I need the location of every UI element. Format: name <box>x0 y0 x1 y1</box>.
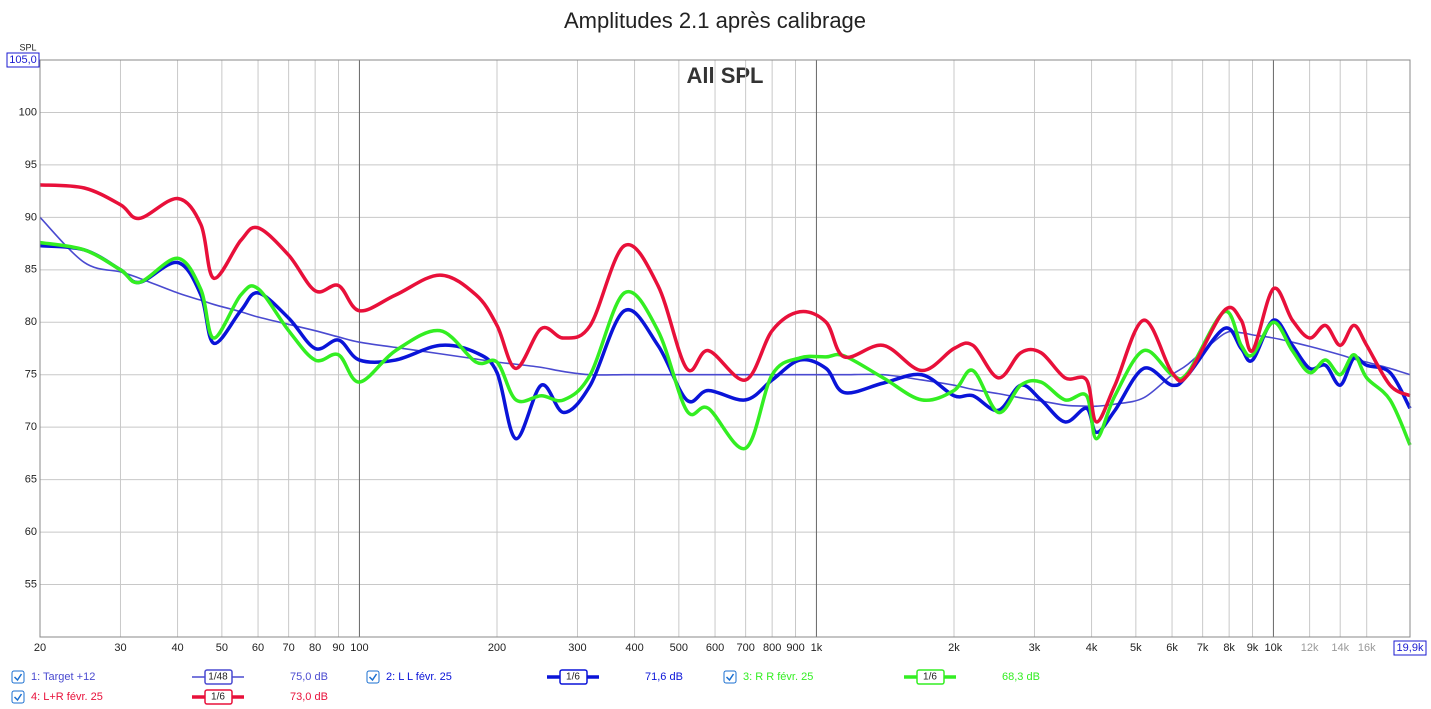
x-tick-label: 70 <box>283 642 295 654</box>
annotation: All SPL <box>686 63 763 88</box>
smoothing-box[interactable] <box>204 689 233 705</box>
tick-labels: 55 60 65 70 75 80 85 90 95 100 105,0 20 30 40 50 60 70 80… <box>6 52 1427 656</box>
smoothing-label: 1/6 <box>566 672 580 683</box>
smoothing-label: 1/6 <box>923 672 937 683</box>
legend-readout: 68,3 dB <box>1002 671 1040 683</box>
limit-box <box>6 52 40 68</box>
x-tick-label: 6k <box>1166 642 1178 654</box>
x-tick-label: 90 <box>332 642 344 654</box>
legend-checkbox[interactable] <box>723 670 737 684</box>
checkmark <box>368 673 378 682</box>
x-tick-label: 2k <box>948 642 960 654</box>
smoothing-label: 1/48 <box>208 672 228 683</box>
x-tick-label: 700 <box>736 642 754 654</box>
smoothing-label: 1/6 <box>211 692 225 703</box>
legend-name: 3: R R févr. 25 <box>743 671 813 683</box>
legend-checkbox[interactable] <box>11 690 25 704</box>
x-tick-label: 500 <box>670 642 688 654</box>
checkmark <box>725 673 735 682</box>
legend-checkbox[interactable] <box>11 670 25 684</box>
series-line <box>39 243 1412 441</box>
y-tick-label: 95 <box>25 159 37 171</box>
legend-readout: 71,6 dB <box>645 671 683 683</box>
legend-readout: 75,0 dB <box>290 671 328 683</box>
series-line <box>39 240 1412 451</box>
y-axis-label: SPL <box>19 42 36 52</box>
x-tick-label: 10k <box>1265 642 1283 654</box>
legend: 1: Target +12 1/48 75,0 dB 2: L L févr. 25 1… <box>11 669 1040 705</box>
x-tick-label: 300 <box>568 642 586 654</box>
y-tick-label: 65 <box>25 474 37 486</box>
x-tick-label: 20 <box>34 642 46 654</box>
x-tick-label: 1k <box>811 642 823 654</box>
x-tick-label: 8k <box>1223 642 1235 654</box>
limit-box <box>1393 640 1427 656</box>
x-tick-label: 800 <box>763 642 781 654</box>
legend-name: 4: L+R févr. 25 <box>31 691 103 703</box>
x-tick-label: 14k <box>1331 642 1349 654</box>
x-tick-label: 7k <box>1197 642 1209 654</box>
x-tick-label: 400 <box>625 642 643 654</box>
checkmark <box>13 693 23 702</box>
legend-name: 1: Target +12 <box>31 671 95 683</box>
x-tick-label: 50 <box>216 642 228 654</box>
legend-name: 2: L L févr. 25 <box>386 671 452 683</box>
x-tick-label: 60 <box>252 642 264 654</box>
y-tick-label: 55 <box>25 578 37 590</box>
x-tick-label: 4k <box>1086 642 1098 654</box>
smoothing-box[interactable] <box>916 669 945 685</box>
x-tick-label: 12k <box>1301 642 1319 654</box>
plot-lines <box>39 183 1412 451</box>
series-line <box>39 216 1411 408</box>
x-tick-label: 9k <box>1247 642 1259 654</box>
x-tick-label: 5k <box>1130 642 1142 654</box>
x-tick-label: 200 <box>488 642 506 654</box>
y-tick-label: 75 <box>25 369 37 381</box>
legend-checkbox[interactable] <box>366 670 380 684</box>
checkmark <box>13 673 23 682</box>
series-line <box>39 183 1411 424</box>
x-tick-label: 16k <box>1358 642 1376 654</box>
y-tick-label: 85 <box>25 264 37 276</box>
smoothing-box[interactable] <box>559 669 588 685</box>
x-tick-label: 900 <box>786 642 804 654</box>
y-tick-label: 105,0 <box>9 54 37 66</box>
x-tick-label: 30 <box>114 642 126 654</box>
chart-title: Amplitudes 2.1 après calibrage <box>564 8 866 33</box>
plot-frame <box>39 59 1411 638</box>
x-tick-label: 80 <box>309 642 321 654</box>
smoothing-box[interactable] <box>204 669 233 685</box>
y-tick-label: 90 <box>25 211 37 223</box>
x-tick-label: 600 <box>706 642 724 654</box>
x-tick-label: 3k <box>1029 642 1041 654</box>
y-tick-label: 70 <box>25 421 37 433</box>
y-tick-label: 100 <box>19 106 37 118</box>
legend-readout: 73,0 dB <box>290 691 328 703</box>
x-tick-label: 19,9k <box>1397 642 1424 654</box>
y-tick-label: 60 <box>25 526 37 538</box>
y-tick-label: 80 <box>25 316 37 328</box>
x-tick-label: 40 <box>171 642 183 654</box>
x-tick-label: 100 <box>350 642 368 654</box>
